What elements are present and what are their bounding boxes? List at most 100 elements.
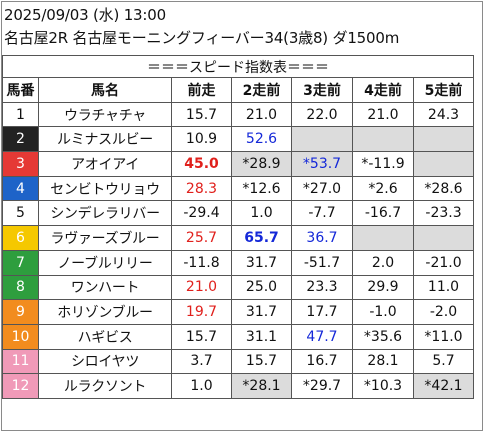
speed-index-2-races-ago: 31.1 [231,323,292,350]
speed-index-5-races-ago: -2.0 [412,299,475,325]
speed-index-5-races-ago: *11.0 [412,323,475,350]
speed-index-5-races-ago: 11.0 [412,274,475,301]
speed-index-5-races-ago: -21.0 [412,249,475,276]
speed-index-5-races-ago: 24.3 [412,101,475,128]
horse-number: 6 [2,225,39,251]
speed-index-last-race: 15.7 [171,101,232,128]
speed-index-last-race: 15.7 [171,323,232,350]
horse-name: ルミナスルビー [38,126,172,153]
speed-index-last-race: 1.0 [171,373,232,399]
table-row: 3 アオイアイ 45.0 *28.9 *53.7 *-11.9 [2,151,475,177]
speed-index-4-races-ago: -1.0 [352,299,414,325]
speed-index-2-races-ago: 31.7 [231,249,292,276]
horse-name: ホリゾンブルー [38,299,172,325]
table-row: 10 ハギビス 15.7 31.1 47.7 *35.6 *11.0 [2,323,475,350]
speed-index-3-races-ago: 17.7 [291,299,353,325]
horse-name: ルラクソント [38,373,172,399]
horse-name: ノーブルリリー [38,249,172,276]
horse-number: 1 [2,101,39,128]
speed-index-3-races-ago: *53.7 [291,151,353,177]
horse-number: 9 [2,299,39,325]
horse-number: 7 [2,249,39,276]
speed-index-2-races-ago: 65.7 [231,225,292,251]
horse-number: 4 [2,175,39,202]
horse-name: ワンハート [38,274,172,301]
speed-index-5-races-ago: 5.7 [412,348,475,375]
speed-index-2-races-ago: 31.7 [231,299,292,325]
horse-name: ラヴァーズブルー [38,225,172,251]
speed-index-4-races-ago: 29.9 [352,274,414,301]
table-row: 8 ワンハート 21.0 25.0 23.3 29.9 11.0 [2,274,475,301]
table-row: 11 シロイヤツ 3.7 15.7 16.7 28.1 5.7 [2,348,475,375]
speed-index-last-race: 3.7 [171,348,232,375]
speed-index-4-races-ago: *-11.9 [352,151,414,177]
table-row: 12 ルラクソント 1.0 *28.1 *29.7 *10.3 *42.1 [2,373,475,399]
speed-index-4-races-ago: 28.1 [352,348,414,375]
horse-name: シロイヤツ [38,348,172,375]
horse-name: シンデレラリバー [38,200,172,227]
speed-index-5-races-ago [412,126,475,153]
table-row: 1 ウラチャチャ 15.7 21.0 22.0 21.0 24.3 [2,101,475,128]
speed-index-4-races-ago: 2.0 [352,249,414,276]
race-date-time: 2025/09/03 (水) 13:00 [4,6,166,24]
speed-index-2-races-ago: 21.0 [231,101,292,128]
horse-number: 11 [2,348,39,375]
speed-index-last-race: 25.7 [171,225,232,251]
speed-index-5-races-ago [412,225,475,251]
speed-index-4-races-ago [352,225,414,251]
speed-index-2-races-ago: 1.0 [231,200,292,227]
speed-index-3-races-ago: 47.7 [291,323,353,350]
horse-name: センビトウリョウ [38,175,172,202]
speed-index-3-races-ago: 16.7 [291,348,353,375]
speed-index-4-races-ago: *10.3 [352,373,414,399]
speed-index-2-races-ago: 15.7 [231,348,292,375]
speed-index-2-races-ago: *12.6 [231,175,292,202]
speed-index-5-races-ago: *28.6 [412,175,475,202]
table-row: 7 ノーブルリリー -11.8 31.7 -51.7 2.0 -21.0 [2,249,475,276]
col-header-number: 馬番 [2,77,39,103]
speed-index-5-races-ago [412,151,475,177]
speed-index-4-races-ago: 21.0 [352,101,414,128]
horse-name: ハギビス [38,323,172,350]
speed-index-4-races-ago [352,126,414,153]
speed-index-4-races-ago: *35.6 [352,323,414,350]
col-header-5-races-ago: 5走前 [412,77,475,103]
speed-index-last-race: -11.8 [171,249,232,276]
horse-number: 10 [2,323,39,350]
speed-index-5-races-ago: *42.1 [412,373,475,399]
speed-index-last-race: 28.3 [171,175,232,202]
speed-index-3-races-ago: 23.3 [291,274,353,301]
speed-index-last-race: 19.7 [171,299,232,325]
speed-index-2-races-ago: *28.1 [231,373,292,399]
horse-number: 5 [2,200,39,227]
speed-index-3-races-ago: -51.7 [291,249,353,276]
speed-index-table: ＝＝＝スピード指数表＝＝＝ 馬番 馬名 前走 2走前 3走前 4走前 5走前 1… [1,55,475,399]
table-row: 5 シンデレラリバー -29.4 1.0 -7.7 -16.7 -23.3 [2,200,475,227]
horse-name: アオイアイ [38,151,172,177]
horse-number: 12 [2,373,39,399]
horse-number: 8 [2,274,39,301]
horse-number: 3 [2,151,39,177]
table-row: 4 センビトウリョウ 28.3 *12.6 *27.0 *2.6 *28.6 [2,175,475,202]
speed-index-3-races-ago: 36.7 [291,225,353,251]
col-header-last-race: 前走 [171,77,232,103]
race-title: 名古屋2R 名古屋モーニングフィーバー34(3歳8) ダ1500m [4,29,400,47]
speed-index-last-race: 45.0 [171,151,232,177]
speed-index-3-races-ago: *27.0 [291,175,353,202]
horse-name: ウラチャチャ [38,101,172,128]
speed-index-3-races-ago: 22.0 [291,101,353,128]
col-header-2-races-ago: 2走前 [231,77,292,103]
table-row: 9 ホリゾンブルー 19.7 31.7 17.7 -1.0 -2.0 [2,299,475,325]
speed-index-last-race: -29.4 [171,200,232,227]
speed-index-last-race: 21.0 [171,274,232,301]
col-header-4-races-ago: 4走前 [352,77,414,103]
col-header-3-races-ago: 3走前 [291,77,353,103]
speed-index-4-races-ago: *2.6 [352,175,414,202]
table-title: ＝＝＝スピード指数表＝＝＝ [1,55,475,78]
speed-index-4-races-ago: -16.7 [352,200,414,227]
table-row: 2 ルミナスルビー 10.9 52.6 [2,126,475,153]
speed-index-3-races-ago: *29.7 [291,373,353,399]
speed-index-3-races-ago: -7.7 [291,200,353,227]
table-body: 1 ウラチャチャ 15.7 21.0 22.0 21.0 24.3 2 ルミナスルビー 10.9 5… [2,101,475,399]
